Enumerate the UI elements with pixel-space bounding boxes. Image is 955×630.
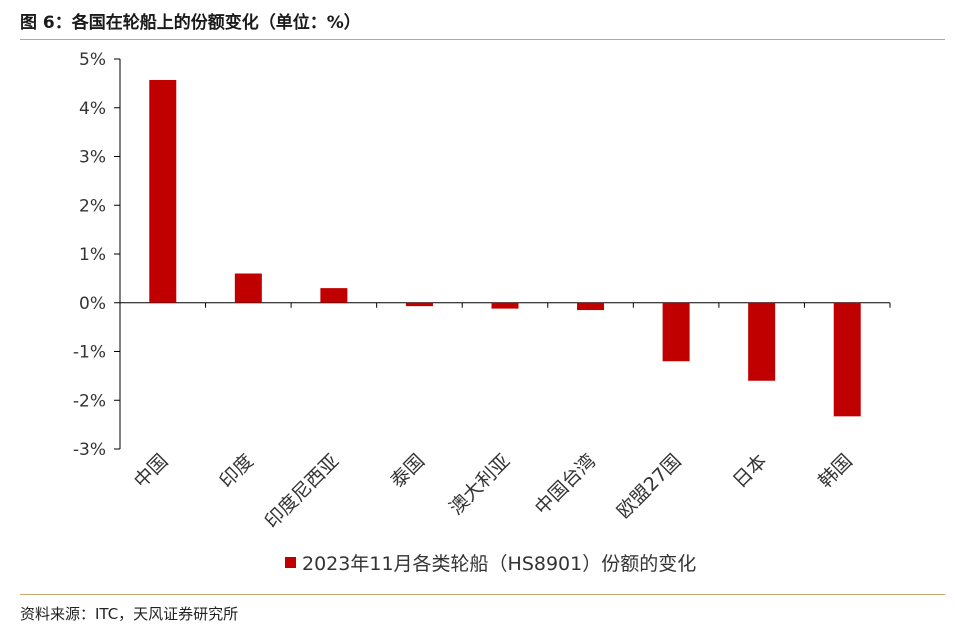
bar: [491, 302, 519, 309]
category-labels: 中国 印度 印度尼西亚 泰国 澳大利亚 中国台湾 欧盟27国 日本 韩国: [130, 450, 857, 533]
y-tick-label: 3%: [79, 148, 106, 168]
category-label: 中国台湾: [531, 450, 600, 519]
legend-swatch: [285, 557, 296, 568]
legend-label: 2023年11月各类轮船（HS8901）份额的变化: [302, 553, 696, 575]
y-tick-label: 1%: [79, 245, 106, 265]
y-tick-label: -3%: [73, 440, 106, 460]
category-label: 泰国: [387, 450, 429, 492]
top-rule: [20, 39, 945, 40]
category-label: 印度尼西亚: [261, 450, 344, 533]
bar: [748, 302, 776, 381]
bar: [405, 302, 433, 307]
bar: [320, 288, 348, 303]
bars: [149, 79, 861, 417]
y-tick-label: -2%: [73, 391, 106, 411]
bar: [149, 79, 177, 303]
source-note: 资料来源：ITC，天风证券研究所: [20, 605, 239, 623]
figure-title: 图 6：各国在轮船上的份额变化（单位：%）: [20, 13, 361, 33]
bottom-rule: [20, 594, 945, 595]
y-tick-label: 5%: [79, 50, 106, 70]
y-tick-label: 4%: [79, 99, 106, 119]
y-tick-label: 0%: [79, 294, 106, 314]
bar: [577, 302, 605, 311]
category-label: 欧盟27国: [613, 450, 686, 523]
y-tick-label: 2%: [79, 196, 106, 216]
y-axis: 5% 4% 3% 2% 1% 0% -1% -2% -3%: [73, 50, 121, 460]
category-label: 韩国: [814, 450, 856, 492]
category-label: 日本: [729, 450, 771, 492]
category-label: 澳大利亚: [445, 450, 514, 519]
category-label: 中国: [130, 450, 172, 492]
category-label: 印度: [215, 450, 257, 492]
y-tick-label: -1%: [73, 343, 106, 363]
bar: [662, 302, 690, 362]
bar: [234, 273, 262, 303]
bar: [833, 302, 861, 417]
bar-chart: 5% 4% 3% 2% 1% 0% -1% -2% -3% 中国 印度 印度尼西亚 泰国 澳大利亚 中国台…: [73, 50, 891, 575]
legend: 2023年11月各类轮船（HS8901）份额的变化: [285, 553, 696, 575]
